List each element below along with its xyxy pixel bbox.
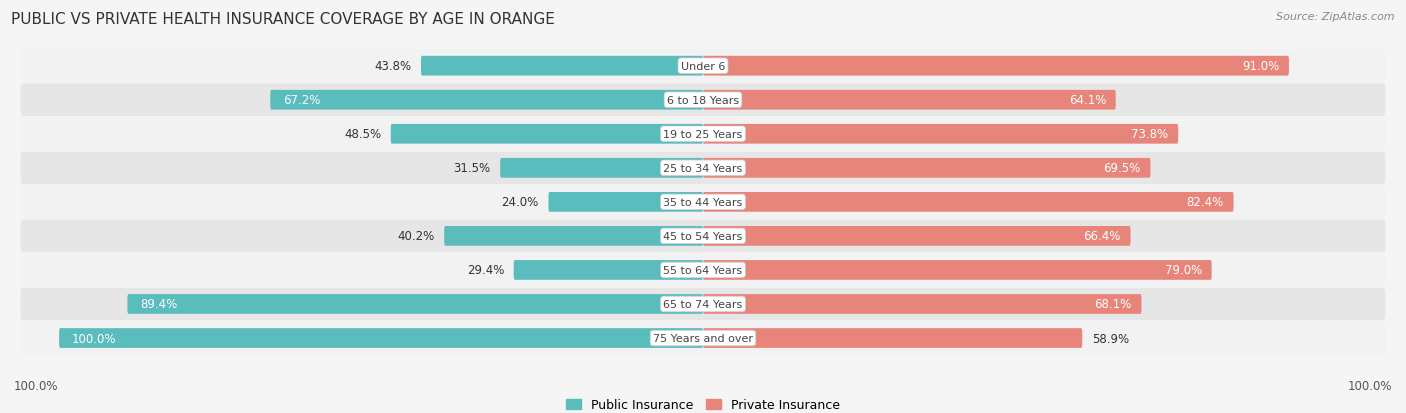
Text: 89.4%: 89.4% — [141, 298, 177, 311]
FancyBboxPatch shape — [703, 192, 1233, 212]
FancyBboxPatch shape — [703, 226, 1130, 246]
FancyBboxPatch shape — [59, 328, 703, 348]
Text: 31.5%: 31.5% — [453, 162, 491, 175]
FancyBboxPatch shape — [444, 226, 703, 246]
FancyBboxPatch shape — [21, 50, 1385, 83]
Text: 73.8%: 73.8% — [1132, 128, 1168, 141]
Text: 25 to 34 Years: 25 to 34 Years — [664, 164, 742, 173]
Text: 45 to 54 Years: 45 to 54 Years — [664, 231, 742, 241]
Legend: Public Insurance, Private Insurance: Public Insurance, Private Insurance — [561, 393, 845, 413]
Text: 79.0%: 79.0% — [1164, 264, 1202, 277]
Text: 55 to 64 Years: 55 to 64 Years — [664, 265, 742, 275]
Text: Under 6: Under 6 — [681, 62, 725, 71]
Text: 82.4%: 82.4% — [1187, 196, 1223, 209]
Text: 68.1%: 68.1% — [1094, 298, 1132, 311]
Text: 29.4%: 29.4% — [467, 264, 503, 277]
FancyBboxPatch shape — [21, 186, 1385, 218]
FancyBboxPatch shape — [21, 288, 1385, 320]
Text: 48.5%: 48.5% — [344, 128, 381, 141]
FancyBboxPatch shape — [513, 261, 703, 280]
FancyBboxPatch shape — [548, 192, 703, 212]
FancyBboxPatch shape — [21, 152, 1385, 185]
FancyBboxPatch shape — [703, 328, 1083, 348]
Text: 40.2%: 40.2% — [398, 230, 434, 243]
Text: 58.9%: 58.9% — [1092, 332, 1129, 345]
FancyBboxPatch shape — [703, 90, 1116, 110]
Text: 43.8%: 43.8% — [374, 60, 412, 73]
Text: 66.4%: 66.4% — [1084, 230, 1121, 243]
Text: Source: ZipAtlas.com: Source: ZipAtlas.com — [1277, 12, 1395, 22]
Text: 6 to 18 Years: 6 to 18 Years — [666, 95, 740, 105]
Text: PUBLIC VS PRIVATE HEALTH INSURANCE COVERAGE BY AGE IN ORANGE: PUBLIC VS PRIVATE HEALTH INSURANCE COVER… — [11, 12, 555, 27]
Text: 69.5%: 69.5% — [1104, 162, 1140, 175]
FancyBboxPatch shape — [501, 159, 703, 178]
FancyBboxPatch shape — [703, 261, 1212, 280]
Text: 64.1%: 64.1% — [1069, 94, 1107, 107]
Text: 67.2%: 67.2% — [283, 94, 321, 107]
Text: 35 to 44 Years: 35 to 44 Years — [664, 197, 742, 207]
FancyBboxPatch shape — [21, 84, 1385, 117]
FancyBboxPatch shape — [270, 90, 703, 110]
Text: 65 to 74 Years: 65 to 74 Years — [664, 299, 742, 309]
FancyBboxPatch shape — [21, 118, 1385, 151]
FancyBboxPatch shape — [420, 57, 703, 76]
FancyBboxPatch shape — [128, 294, 703, 314]
Text: 19 to 25 Years: 19 to 25 Years — [664, 129, 742, 140]
FancyBboxPatch shape — [21, 322, 1385, 354]
FancyBboxPatch shape — [21, 220, 1385, 253]
FancyBboxPatch shape — [21, 254, 1385, 287]
FancyBboxPatch shape — [391, 125, 703, 144]
FancyBboxPatch shape — [703, 57, 1289, 76]
FancyBboxPatch shape — [703, 159, 1150, 178]
Text: 24.0%: 24.0% — [502, 196, 538, 209]
Text: 100.0%: 100.0% — [14, 379, 59, 392]
Text: 100.0%: 100.0% — [1347, 379, 1392, 392]
Text: 100.0%: 100.0% — [72, 332, 117, 345]
Text: 91.0%: 91.0% — [1241, 60, 1279, 73]
FancyBboxPatch shape — [703, 294, 1142, 314]
FancyBboxPatch shape — [703, 125, 1178, 144]
Text: 75 Years and over: 75 Years and over — [652, 333, 754, 343]
